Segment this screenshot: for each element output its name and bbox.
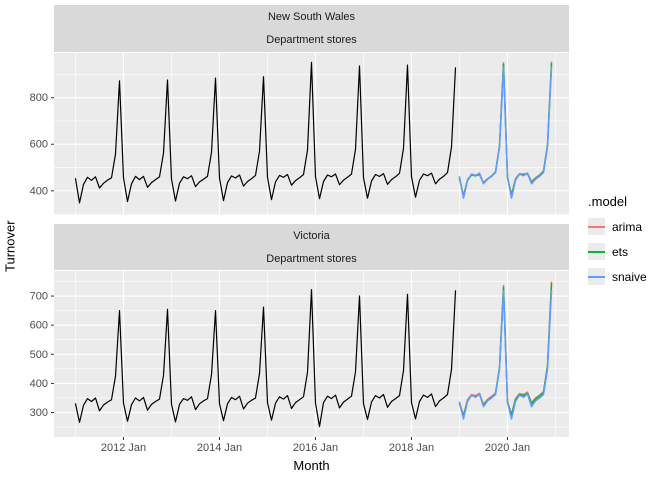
legend: .model arima ets snaive (588, 194, 647, 293)
x-tick-label: 2012 Jan (101, 442, 146, 454)
legend-key-line-icon (588, 275, 605, 278)
legend-entry-snaive: snaive (588, 268, 647, 285)
forecast-line-snaive (458, 66, 553, 199)
facet-strip-region-label: New South Wales (267, 10, 356, 23)
y-tick-label: 800 (30, 92, 48, 104)
history-line (74, 61, 457, 204)
forecast-line-snaive (458, 290, 553, 420)
y-tick-label: 400 (30, 378, 48, 390)
y-tick-label: 600 (30, 139, 48, 151)
facet-strip-nsw: New South Wales Department stores (54, 5, 569, 52)
legend-entry-label: arima (612, 219, 643, 234)
legend-entry-ets: ets (588, 243, 647, 260)
y-tick-label: 500 (30, 349, 48, 361)
legend-entry-label: snaive (612, 269, 647, 284)
legend-key-box (588, 268, 605, 285)
facet-strip-victoria: Victoria Department stores (54, 224, 569, 270)
panel-background (54, 53, 569, 215)
y-tick-label: 300 (30, 407, 48, 419)
facet-strip-industry-label: Department stores (266, 34, 357, 47)
legend-entry-label: ets (612, 244, 629, 259)
x-tick-label: 2014 Jan (197, 442, 242, 454)
legend-key-box (588, 243, 605, 260)
facet-strip-industry-label: Department stores (266, 252, 357, 265)
y-tick-label: 700 (30, 291, 48, 303)
x-tick-label: 2018 Jan (389, 442, 434, 454)
legend-entry-arima: arima (588, 218, 647, 235)
y-tick-label: 400 (30, 185, 48, 197)
legend-title: .model (588, 194, 628, 209)
legend-key-line-icon (588, 225, 605, 228)
history-line (74, 289, 457, 428)
y-axis-title: Turnover (2, 220, 18, 272)
legend-key-line-icon (588, 250, 605, 253)
facet-strip-region-label: Victoria (293, 229, 330, 242)
x-tick-label: 2016 Jan (293, 442, 338, 454)
legend-key-box (588, 218, 605, 235)
x-tick-label: 2020 Jan (485, 442, 530, 454)
x-axis-title: Month (293, 458, 330, 473)
y-tick-label: 600 (30, 320, 48, 332)
